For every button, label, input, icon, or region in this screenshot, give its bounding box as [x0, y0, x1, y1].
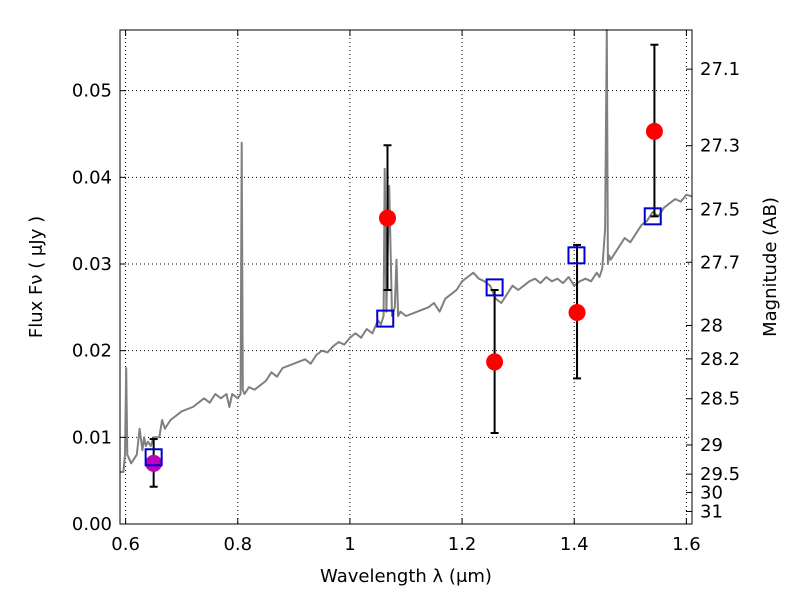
spectrum-line: [120, 29, 693, 473]
model-point: [643, 207, 662, 226]
model-point: [567, 246, 586, 265]
x-tick-label: 1.4: [560, 534, 589, 555]
y-tick-label: 0.04: [72, 167, 112, 188]
data-point: [378, 209, 396, 227]
y2-tick-label: 27.3: [700, 136, 740, 157]
y2-axis-label: Magnitude (AB): [760, 197, 781, 337]
y-tick-label: 0.03: [72, 254, 112, 275]
y2-tick-label: 30: [700, 483, 723, 504]
x-tick-label: 1: [344, 534, 355, 555]
x-tick-label: 0.8: [223, 534, 252, 555]
y2-tick-label: 31: [700, 501, 723, 522]
y-axis-label: Flux Fν ( μJy ): [26, 216, 47, 338]
model-point: [485, 278, 504, 297]
data-point: [568, 304, 586, 322]
spectrum-line-layer: [120, 29, 693, 473]
ticks: 0.6 0.8 1 1.2 1.4 1.6 0.00 0.01 0.02 0.03 0.04 0.05…: [72, 30, 740, 555]
data-point: [486, 353, 504, 371]
model-point: [144, 448, 163, 467]
y2-tick-label: 28.2: [700, 349, 740, 370]
model-point: [376, 309, 395, 328]
y2-tick-label: 27.5: [700, 199, 740, 220]
x-axis-label: Wavelength λ (μm): [320, 566, 492, 587]
x-tick-label: 0.6: [111, 534, 140, 555]
y2-tick-label: 29.5: [700, 464, 740, 485]
y-tick-label: 0.01: [72, 427, 112, 448]
y2-tick-label: 28.5: [700, 389, 740, 410]
y-tick-label: 0.02: [72, 341, 112, 362]
y-tick-label: 0.05: [72, 81, 112, 102]
x-tick-label: 1.2: [448, 534, 477, 555]
x-tick-label: 1.6: [672, 534, 701, 555]
plot-frame: [119, 29, 693, 525]
data-point: [145, 454, 163, 472]
y-tick-label: 0.00: [72, 514, 112, 535]
marker-layer: [144, 122, 663, 472]
data-point: [645, 122, 663, 140]
y2-tick-label: 28: [700, 315, 723, 336]
y2-tick-label: 27.1: [700, 59, 740, 80]
y2-tick-label: 27.7: [700, 252, 740, 273]
y2-tick-label: 29: [700, 435, 723, 456]
